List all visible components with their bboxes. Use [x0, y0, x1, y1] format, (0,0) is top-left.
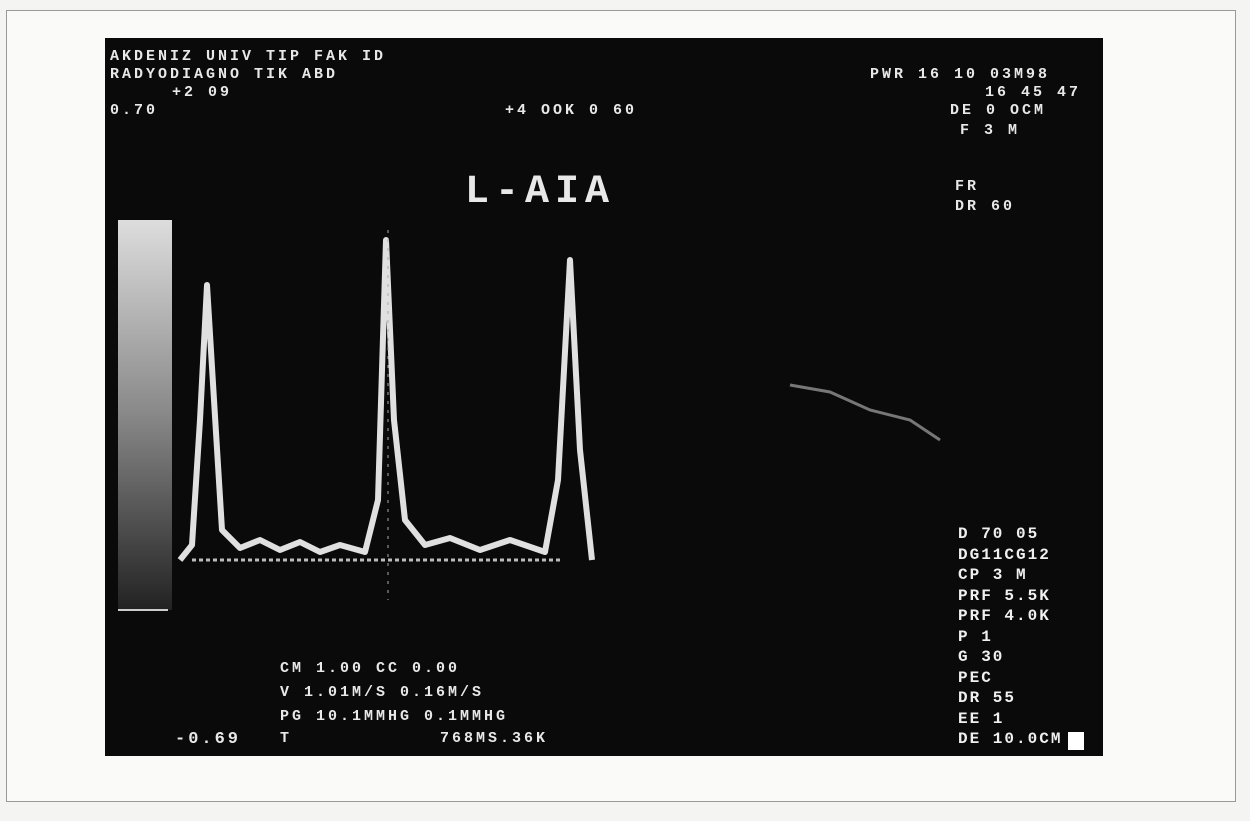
measurement: PG 10.1MMHG 0.1MMHG [280, 708, 508, 725]
scale-bottom: -0.69 [175, 730, 241, 749]
time-label: T [280, 730, 292, 747]
setting: PRF 5.5K [958, 587, 1051, 605]
setting: PEC [958, 669, 993, 687]
setting: EE 1 [958, 710, 1004, 728]
datetime: PWR 16 10 03M98 [870, 66, 1050, 83]
dynamic-range: DR 60 [955, 198, 1015, 215]
depth: DE 0 OCM [950, 102, 1046, 119]
doppler-trace [0, 0, 1250, 821]
time: 16 45 47 [985, 84, 1081, 101]
gray-scale-bar [118, 220, 172, 610]
institution: AKDENIZ UNIV TIP FAK ID [110, 48, 386, 65]
setting: D 70 05 [958, 525, 1039, 543]
measurement: CM 1.00 CC 0.00 [280, 660, 460, 677]
setting: G 30 [958, 648, 1004, 666]
setting: CP 3 M [958, 566, 1028, 584]
cursor-block [1068, 732, 1084, 750]
setting: PRF 4.0K [958, 607, 1051, 625]
setting: DE 10.0CM [958, 730, 1062, 748]
department: RADYODIAGNO TIK ABD [110, 66, 338, 83]
scale-top: 0.70 [110, 102, 158, 119]
frame-rate: FR [955, 178, 979, 195]
frequency: F 3 M [960, 122, 1020, 139]
center-info: +4 OOK 0 60 [505, 102, 637, 119]
title: L-AIA [465, 170, 615, 215]
sweep: 768MS.36K [440, 730, 548, 747]
setting: DG11CG12 [958, 546, 1051, 564]
page: AKDENIZ UNIV TIP FAK ID RADYODIAGNO TIK … [0, 0, 1250, 821]
setting: P 1 [958, 628, 993, 646]
measurement: V 1.01M/S 0.16M/S [280, 684, 484, 701]
left-value: +2 09 [172, 84, 232, 101]
spectral-waveform [180, 240, 592, 560]
artifact-trace [790, 385, 940, 440]
setting: DR 55 [958, 689, 1016, 707]
